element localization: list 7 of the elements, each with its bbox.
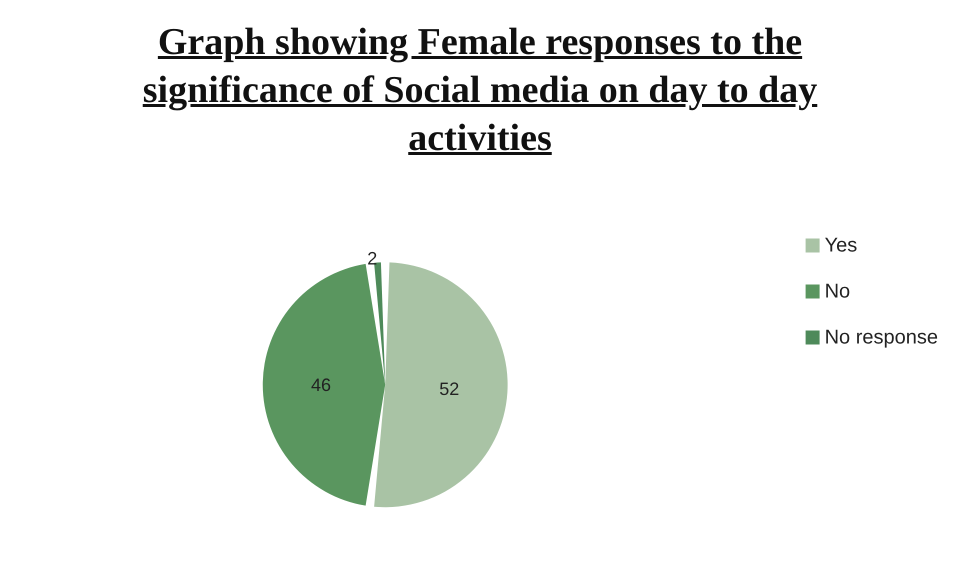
data-label: 46 <box>310 374 331 395</box>
legend-label: No <box>824 280 850 302</box>
data-label: 52 <box>439 378 460 399</box>
legend-label: Yes <box>824 234 858 256</box>
chart-title: Graph showing Female responses to the significance of Social media on day to day activities <box>142 20 818 161</box>
data-label: 2 <box>367 248 378 269</box>
legend-label: No response <box>824 326 938 348</box>
